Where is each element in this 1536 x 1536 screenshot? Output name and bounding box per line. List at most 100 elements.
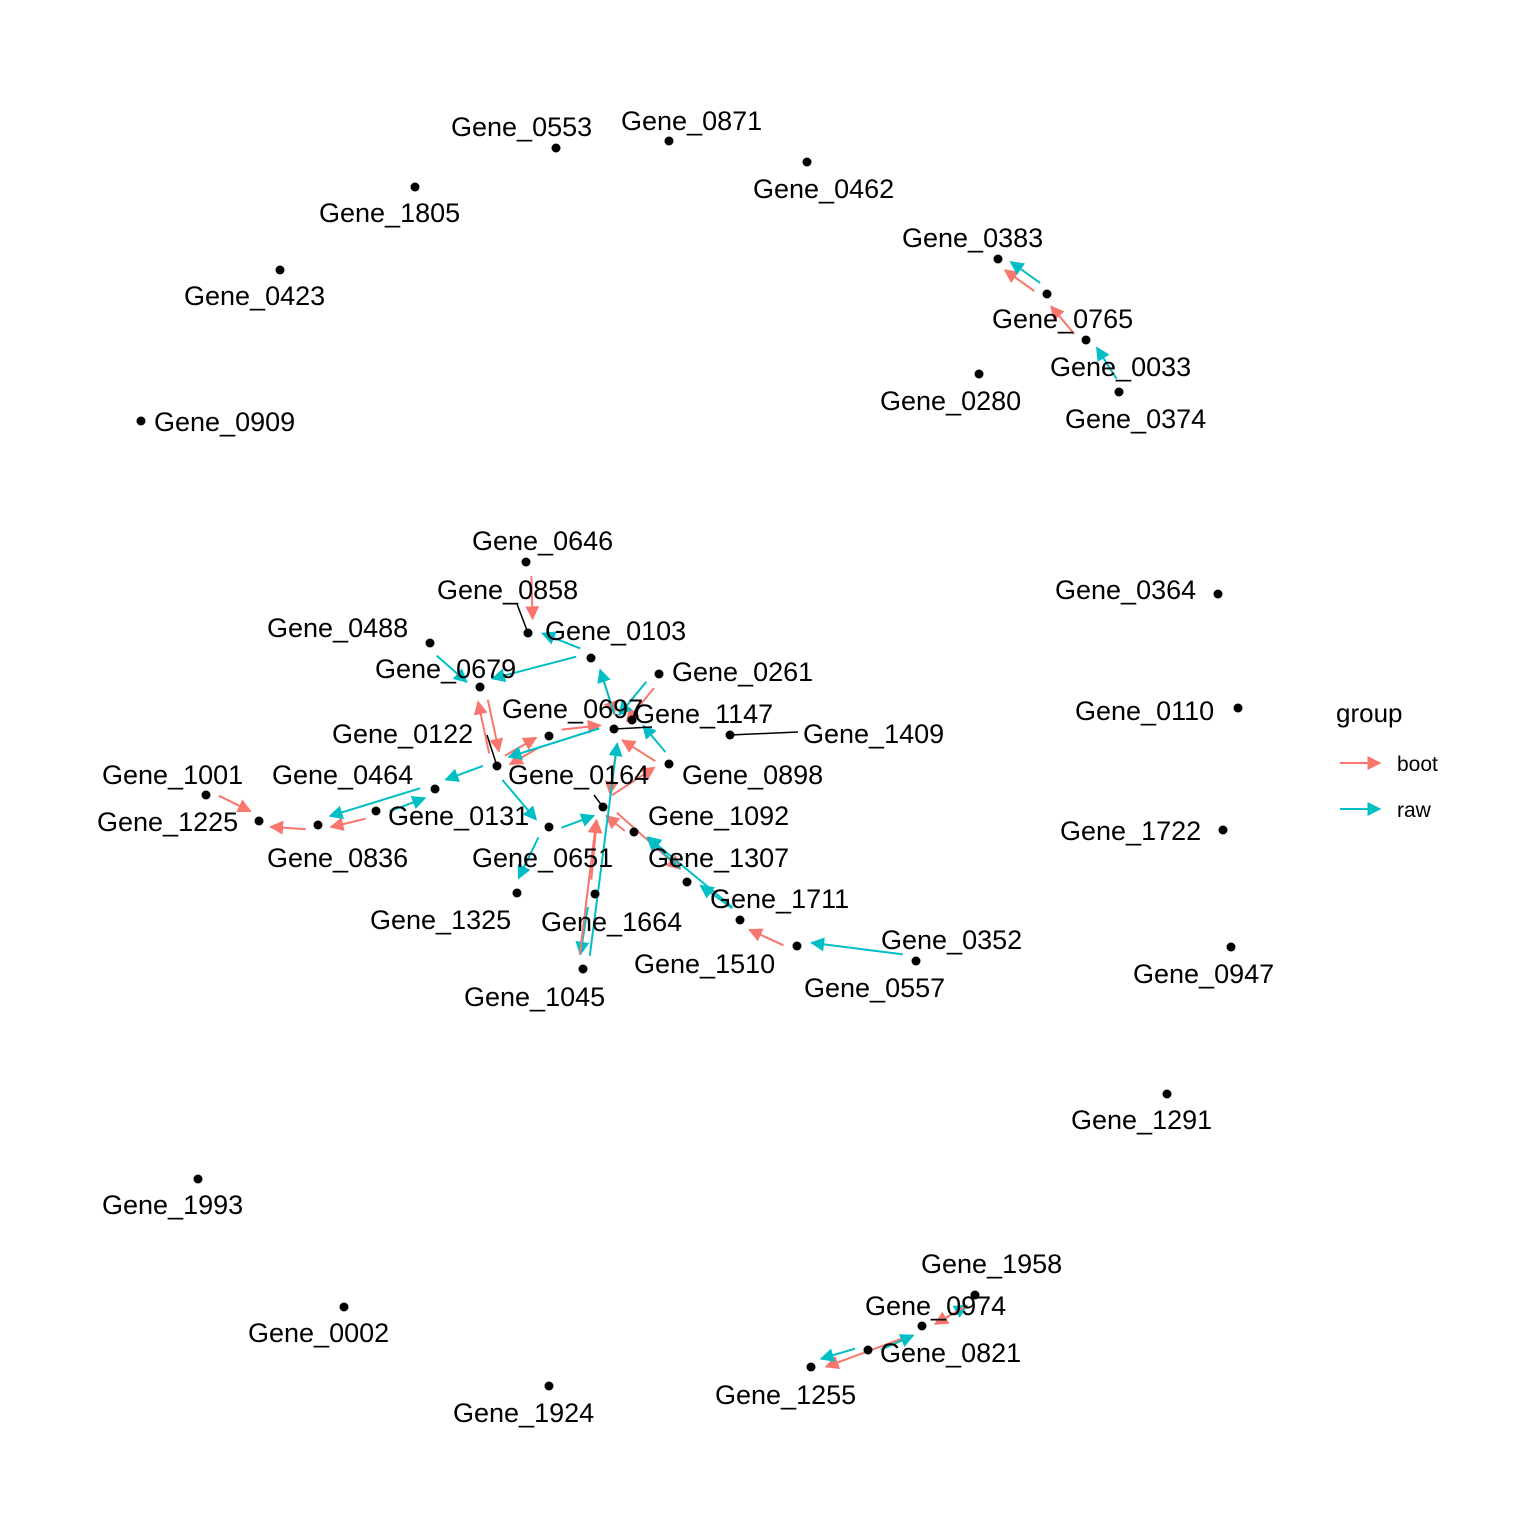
node-gene-0164	[492, 761, 502, 771]
node-label-gene-0464: Gene_0464	[272, 760, 413, 790]
node-label-gene-1291: Gene_1291	[1071, 1105, 1212, 1135]
node-label-gene-0821: Gene_0821	[880, 1338, 1021, 1368]
node-label-gene-1255: Gene_1255	[715, 1380, 856, 1410]
node-gene-0261	[654, 669, 664, 679]
legend-label-boot: boot	[1397, 753, 1438, 776]
node-label-gene-0488: Gene_0488	[267, 613, 408, 643]
edge-boot-gene-1045-to-gene-1092	[578, 818, 602, 955]
node-gene-0464	[430, 784, 440, 794]
node-label-gene-0131: Gene_0131	[388, 801, 529, 831]
edge-raw-gene-0651-to-gene-1092	[561, 813, 596, 829]
node-gene-0383	[993, 254, 1003, 264]
node-label-gene-0697: Gene_0697	[502, 694, 643, 724]
node-gene-0364	[1213, 589, 1223, 599]
nodes-layer	[136, 136, 1243, 1391]
node-gene-0374	[1114, 387, 1124, 397]
node-gene-0697	[609, 724, 619, 734]
edge-raw-gene-0898-to-gene-1147	[642, 724, 667, 753]
edge-raw-gene-0164-to-gene-0651	[501, 779, 538, 821]
node-gene-1001	[201, 790, 211, 800]
node-label-gene-1092: Gene_1092	[648, 801, 789, 831]
node-label-gene-1147: Gene_1147	[634, 699, 773, 729]
edge-raw-gene-0821-to-gene-0974	[880, 1334, 915, 1351]
node-gene-0646	[521, 557, 531, 567]
edge-raw-gene-0164-to-gene-0464	[444, 764, 484, 782]
node-gene-0871	[664, 136, 674, 146]
edge-boot-gene-0122-to-gene-0697	[561, 719, 602, 734]
node-label-gene-1045: Gene_1045	[464, 982, 605, 1012]
node-label-gene-0765: Gene_0765	[992, 304, 1133, 334]
label-leader-line	[613, 726, 653, 730]
node-gene-1711	[682, 877, 692, 887]
edge-raw-gene-0352-to-gene-0557	[810, 937, 903, 956]
node-label-gene-0261: Gene_0261	[672, 657, 813, 687]
node-gene-1722	[1218, 825, 1228, 835]
node-gene-1664	[590, 889, 600, 899]
node-label-gene-0110: Gene_0110	[1075, 696, 1214, 726]
edge-raw-gene-0488-to-gene-0679	[436, 654, 468, 683]
label-leader-line	[486, 734, 498, 767]
node-gene-0651	[544, 822, 554, 832]
node-label-gene-0898: Gene_0898	[682, 760, 823, 790]
edge-raw-gene-1711-to-gene-1307	[646, 837, 681, 870]
edges-layer	[218, 261, 1118, 1369]
node-label-gene-1409: Gene_1409	[803, 719, 944, 749]
edge-boot-gene-0164-to-gene-0679	[473, 700, 491, 754]
node-gene-0679	[475, 682, 485, 692]
edge-raw-gene-0131-to-gene-0464	[389, 795, 427, 813]
node-label-gene-0858: Gene_0858	[437, 575, 578, 605]
legend-title: group	[1336, 698, 1403, 728]
node-label-gene-1805: Gene_1805	[319, 198, 460, 228]
label-leader-line	[729, 731, 799, 736]
edge-boot-gene-0646-to-gene-0858	[525, 575, 540, 621]
edge-raw-gene-1510-to-gene-1307	[646, 836, 734, 908]
node-gene-1045	[578, 964, 588, 974]
node-label-gene-0280: Gene_0280	[880, 386, 1021, 416]
edge-boot-gene-0765-to-gene-0383	[1003, 269, 1035, 292]
node-label-gene-0352: Gene_0352	[881, 925, 1022, 955]
node-gene-0002	[339, 1302, 349, 1312]
edge-raw-gene-0261-to-gene-0697	[618, 681, 648, 717]
node-label-gene-1510: Gene_1510	[634, 949, 775, 979]
node-label-gene-0909: Gene_0909	[154, 407, 295, 437]
node-label-gene-0002: Gene_0002	[248, 1318, 389, 1348]
node-label-gene-0374: Gene_0374	[1065, 404, 1206, 434]
node-label-gene-0646: Gene_0646	[472, 526, 613, 556]
edge-raw-gene-1510-to-gene-1711	[699, 884, 733, 910]
node-label-gene-1001: Gene_1001	[102, 760, 243, 790]
node-gene-0858	[523, 628, 533, 638]
node-label-gene-0679: Gene_0679	[375, 654, 516, 684]
node-label-gene-0122: Gene_0122	[332, 719, 473, 749]
node-gene-0898	[664, 759, 674, 769]
edge-raw-gene-0374-to-gene-0033	[1095, 346, 1118, 380]
node-label-gene-0033: Gene_0033	[1050, 352, 1191, 382]
node-gene-0836	[313, 820, 323, 830]
node-gene-1147	[627, 715, 637, 725]
node-gene-1291	[1162, 1089, 1172, 1099]
edge-raw-gene-0821-to-gene-1255	[819, 1347, 856, 1362]
node-label-gene-0423: Gene_0423	[184, 281, 325, 311]
node-label-gene-1993: Gene_1993	[102, 1190, 243, 1220]
legend: group boot raw	[1336, 698, 1438, 822]
label-leader-line	[516, 603, 529, 634]
node-gene-0033	[1081, 335, 1091, 345]
node-gene-0488	[425, 638, 435, 648]
node-gene-1225	[254, 816, 264, 826]
node-label-gene-0462: Gene_0462	[753, 174, 894, 204]
edge-boot-gene-0131-to-gene-0836	[329, 817, 366, 831]
edge-raw-gene-0765-to-gene-0383	[1009, 261, 1041, 284]
node-label-gene-1958: Gene_1958	[921, 1249, 1062, 1279]
node-gene-0103	[586, 653, 596, 663]
node-gene-0122	[544, 731, 554, 741]
node-label-gene-1711: Gene_1711	[710, 884, 849, 914]
node-gene-0462	[802, 157, 812, 167]
node-label-gene-0164: Gene_0164	[508, 760, 649, 790]
edge-raw-gene-0651-to-gene-1325	[517, 836, 540, 880]
node-gene-0352	[911, 956, 921, 966]
edge-raw-gene-0697-to-gene-0103	[597, 668, 616, 715]
node-gene-1325	[512, 888, 522, 898]
edge-raw-gene-0103-to-gene-0679	[490, 655, 577, 683]
node-gene-0557	[792, 941, 802, 951]
node-label-gene-0103: Gene_0103	[545, 616, 686, 646]
